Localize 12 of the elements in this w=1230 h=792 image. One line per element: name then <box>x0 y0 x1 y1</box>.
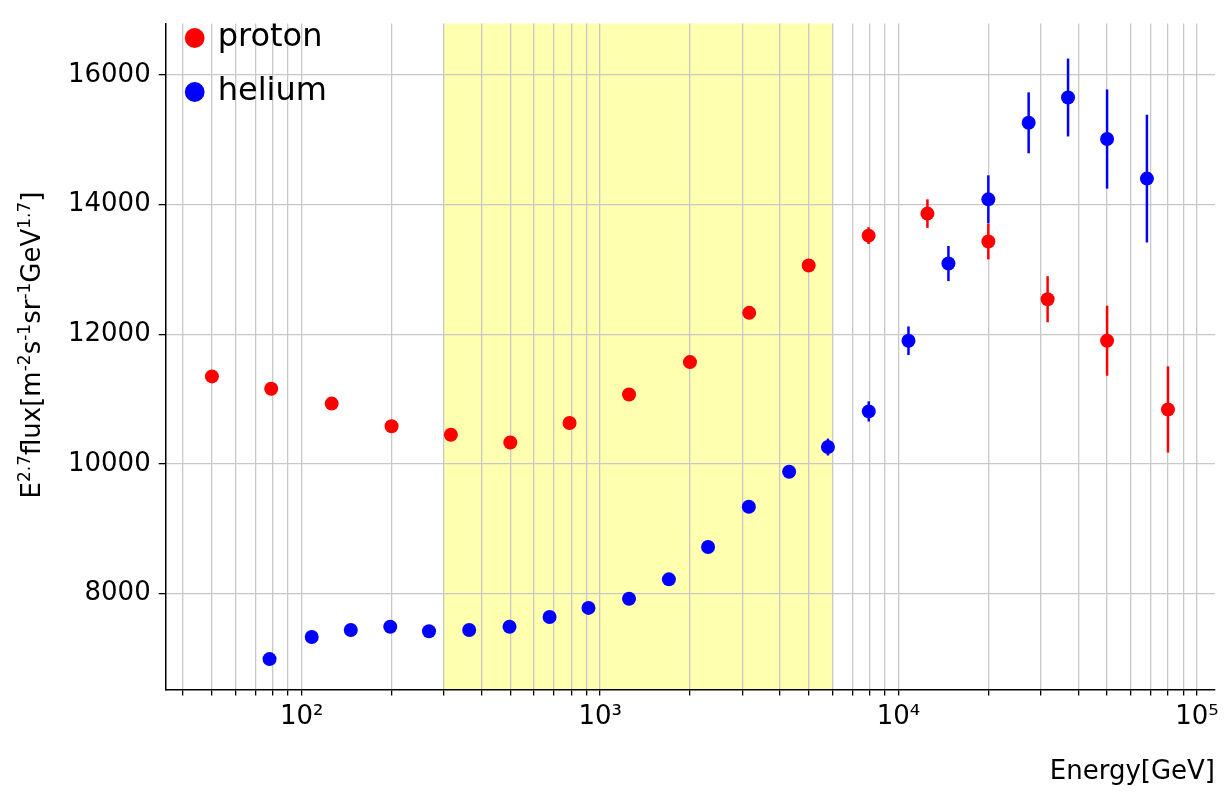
legend-label: helium <box>217 70 327 109</box>
legend-label: proton <box>217 16 323 55</box>
x-tick-label: 10⁵ <box>1175 699 1219 730</box>
y-tick-label: 16000 <box>67 57 151 88</box>
y-tick-label: 10000 <box>67 446 151 477</box>
x-tick-label: 10³ <box>578 699 622 730</box>
y-tick-label: 14000 <box>67 187 151 218</box>
x-tick-label: 10² <box>279 699 324 730</box>
y-tick-label: 8000 <box>84 576 151 607</box>
x-axis-title: Energy[GeV] <box>1049 755 1215 786</box>
x-tick-label: 10⁴ <box>876 699 921 730</box>
y-tick-label: 12000 <box>67 316 151 347</box>
